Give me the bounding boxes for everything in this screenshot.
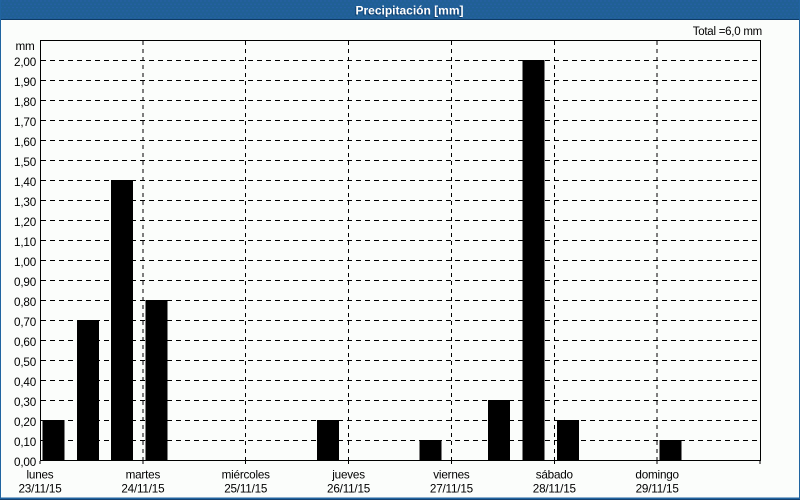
svg-text:1,70: 1,70 xyxy=(14,116,37,129)
svg-text:0,80: 0,80 xyxy=(14,296,37,309)
svg-text:0,30: 0,30 xyxy=(14,396,37,409)
svg-text:Precipitación [mm]: Precipitación [mm] xyxy=(355,4,463,18)
svg-text:1,50: 1,50 xyxy=(14,156,37,169)
svg-text:1,80: 1,80 xyxy=(14,96,37,109)
svg-text:25/11/15: 25/11/15 xyxy=(224,483,268,496)
svg-text:0,90: 0,90 xyxy=(14,276,37,289)
svg-text:Precipitación [mm]: Precipitación [mm] xyxy=(354,5,462,19)
svg-text:mm: mm xyxy=(15,40,34,53)
svg-text:1,40: 1,40 xyxy=(14,176,37,189)
svg-text:23/11/15: 23/11/15 xyxy=(18,483,62,496)
svg-text:1,90: 1,90 xyxy=(14,76,37,89)
svg-text:0,40: 0,40 xyxy=(14,376,37,389)
svg-text:1,60: 1,60 xyxy=(14,136,37,149)
svg-text:24/11/15: 24/11/15 xyxy=(121,483,165,496)
svg-text:29/11/15: 29/11/15 xyxy=(636,483,680,496)
svg-text:0,10: 0,10 xyxy=(14,436,37,449)
svg-text:sábado: sábado xyxy=(536,469,574,482)
svg-text:26/11/15: 26/11/15 xyxy=(327,483,371,496)
svg-text:2,00: 2,00 xyxy=(14,56,37,69)
svg-text:0,00: 0,00 xyxy=(14,456,37,469)
svg-text:lunes: lunes xyxy=(27,469,54,482)
svg-text:martes: martes xyxy=(126,469,161,482)
svg-text:1,00: 1,00 xyxy=(14,256,37,269)
svg-text:0,20: 0,20 xyxy=(14,416,37,429)
svg-text:viernes: viernes xyxy=(433,469,470,482)
svg-text:domingo: domingo xyxy=(635,469,679,482)
svg-text:jueves: jueves xyxy=(331,469,365,482)
svg-text:27/11/15: 27/11/15 xyxy=(430,483,474,496)
svg-text:1,20: 1,20 xyxy=(14,216,37,229)
svg-text:0,50: 0,50 xyxy=(14,356,37,369)
svg-text:0,70: 0,70 xyxy=(14,316,37,329)
svg-text:1,30: 1,30 xyxy=(14,196,37,209)
svg-text:28/11/15: 28/11/15 xyxy=(533,483,577,496)
svg-text:Total =6,0 mm: Total =6,0 mm xyxy=(693,26,762,38)
svg-text:1,10: 1,10 xyxy=(14,236,37,249)
svg-text:0,60: 0,60 xyxy=(14,336,37,349)
svg-text:miércoles: miércoles xyxy=(222,469,271,482)
